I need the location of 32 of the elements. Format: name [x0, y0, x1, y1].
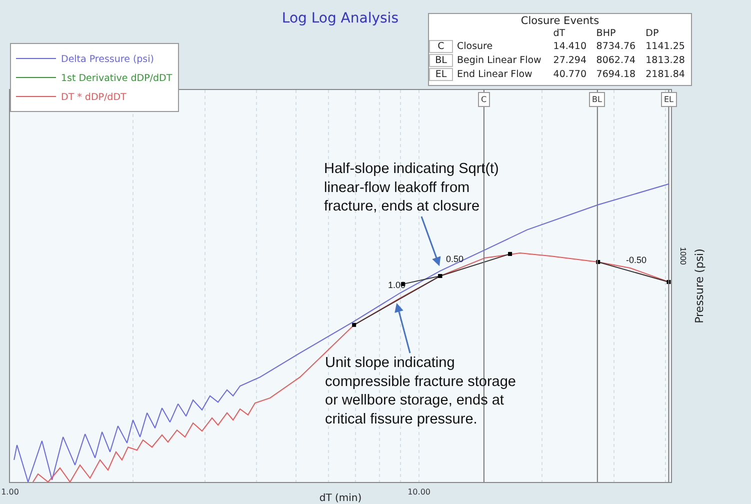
- text: Begin Linear Flow: [456, 54, 542, 67]
- legend-label: DT * dDP/dDT: [61, 92, 127, 104]
- annotation: 0.50: [446, 254, 464, 264]
- text: Closure: [456, 40, 494, 53]
- text: dT: [552, 28, 566, 39]
- text: 8062.74: [595, 54, 637, 67]
- text: 7694.18: [595, 68, 637, 81]
- legend-label: 1st Derivative dDP/dDT: [61, 73, 172, 84]
- y-axis-title: Pressure (psi): [693, 248, 706, 324]
- text: Closure Events: [520, 15, 600, 27]
- text: BHP: [595, 28, 617, 39]
- text: 2181.84: [644, 68, 686, 81]
- text: 14.410: [552, 40, 588, 53]
- legend-label: Delta Pressure (psi): [61, 54, 154, 66]
- x-tick-label: 10.00: [408, 488, 431, 497]
- text: End Linear Flow: [456, 68, 534, 81]
- text: 1000: [678, 247, 688, 266]
- x-axis-title: dT (min): [319, 493, 362, 504]
- ref-line-label: C: [481, 95, 487, 104]
- text: 1813.28: [644, 54, 686, 67]
- text: C: [429, 40, 453, 53]
- text: 40.770: [552, 68, 588, 81]
- ref-line-label: BL: [592, 95, 602, 104]
- text: DP: [644, 28, 660, 39]
- text: BL: [429, 54, 453, 67]
- text: 27.294: [552, 54, 588, 67]
- ref-line-label: EL: [664, 95, 674, 104]
- text: EL: [429, 68, 453, 81]
- chart-title: Log Log Analysis: [282, 10, 398, 27]
- text: 8734.76: [595, 40, 637, 53]
- text: 1141.25: [644, 40, 686, 53]
- annotation: -0.50: [626, 255, 647, 265]
